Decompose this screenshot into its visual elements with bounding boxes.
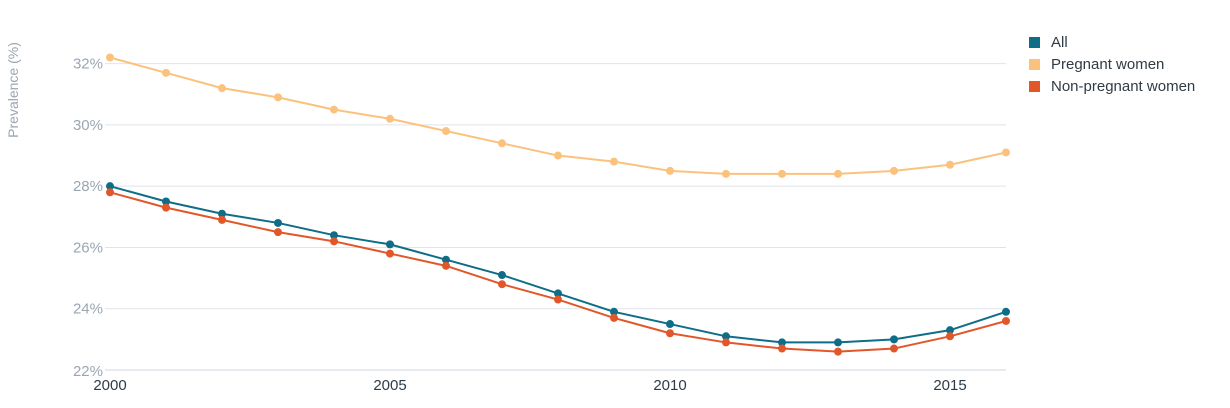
legend-label: All	[1051, 34, 1068, 51]
data-point[interactable]	[722, 169, 730, 178]
y-tick-label: 30%	[73, 117, 103, 134]
y-tick-label: 22%	[73, 363, 103, 380]
data-point[interactable]	[722, 332, 730, 341]
y-tick-label: 24%	[73, 301, 103, 318]
data-point[interactable]	[722, 338, 730, 347]
data-point[interactable]	[554, 289, 562, 298]
data-point[interactable]	[274, 218, 282, 227]
x-tick-label: 2000	[93, 377, 126, 394]
data-point[interactable]	[330, 237, 338, 246]
data-point[interactable]	[106, 188, 114, 197]
series-0	[106, 182, 1010, 347]
x-tick-label: 2010	[653, 377, 686, 394]
x-axis-ticks: 2000 2005 2010 2015	[93, 377, 966, 394]
gridlines	[105, 63, 1006, 371]
data-point[interactable]	[554, 295, 562, 304]
data-point[interactable]	[498, 280, 506, 289]
legend-item[interactable]: All	[1029, 34, 1068, 51]
legend: All Pregnant women Non-pregnant women	[1029, 34, 1195, 95]
data-point[interactable]	[946, 160, 954, 169]
data-point[interactable]	[330, 105, 338, 114]
data-point[interactable]	[778, 344, 786, 353]
legend-swatch	[1029, 81, 1040, 92]
data-point[interactable]	[778, 169, 786, 178]
data-point[interactable]	[442, 255, 450, 264]
data-point[interactable]	[386, 114, 394, 123]
data-point[interactable]	[442, 261, 450, 270]
data-point[interactable]	[162, 68, 170, 77]
legend-swatch	[1029, 59, 1040, 70]
data-point[interactable]	[1002, 307, 1010, 316]
legend-label: Non-pregnant women	[1051, 78, 1195, 95]
data-point[interactable]	[834, 169, 842, 178]
legend-label: Pregnant women	[1051, 56, 1164, 73]
data-point[interactable]	[610, 307, 618, 316]
series-line	[109, 185, 1007, 344]
data-point[interactable]	[946, 326, 954, 335]
data-point[interactable]	[946, 332, 954, 341]
data-point[interactable]	[890, 335, 898, 344]
legend-swatch	[1029, 37, 1040, 48]
data-point[interactable]	[218, 215, 226, 224]
y-tick-label: 28%	[73, 178, 103, 195]
data-point[interactable]	[106, 182, 114, 191]
data-point[interactable]	[386, 240, 394, 249]
series-1	[106, 53, 1010, 178]
series-line	[109, 191, 1007, 353]
legend-item[interactable]: Non-pregnant women	[1029, 78, 1195, 95]
data-point[interactable]	[834, 338, 842, 347]
data-point[interactable]	[890, 166, 898, 175]
data-point[interactable]	[162, 203, 170, 212]
data-point[interactable]	[778, 338, 786, 347]
data-point[interactable]	[330, 231, 338, 240]
x-tick-label: 2005	[373, 377, 406, 394]
y-axis-ticks: 22% 24% 26% 28% 30% 32%	[73, 56, 103, 380]
data-point[interactable]	[666, 166, 674, 175]
data-point[interactable]	[274, 93, 282, 102]
legend-item[interactable]: Pregnant women	[1029, 56, 1164, 73]
series-lines	[106, 53, 1010, 356]
data-point[interactable]	[498, 271, 506, 280]
data-point[interactable]	[162, 197, 170, 206]
y-tick-label: 26%	[73, 239, 103, 256]
data-point[interactable]	[386, 249, 394, 258]
data-point[interactable]	[610, 157, 618, 166]
x-tick-label: 2015	[933, 377, 966, 394]
data-point[interactable]	[554, 151, 562, 160]
data-point[interactable]	[834, 347, 842, 356]
data-point[interactable]	[666, 329, 674, 338]
data-point[interactable]	[498, 139, 506, 148]
data-point[interactable]	[1002, 148, 1010, 157]
data-point[interactable]	[274, 228, 282, 237]
data-point[interactable]	[610, 313, 618, 322]
data-point[interactable]	[106, 53, 114, 62]
data-point[interactable]	[1002, 316, 1010, 325]
series-2	[106, 188, 1010, 356]
data-point[interactable]	[890, 344, 898, 353]
data-point[interactable]	[666, 320, 674, 329]
y-tick-label: 32%	[73, 56, 103, 73]
data-point[interactable]	[218, 84, 226, 93]
data-point[interactable]	[218, 209, 226, 218]
data-point[interactable]	[442, 127, 450, 136]
y-axis-label: Prevalence (%)	[5, 42, 21, 138]
